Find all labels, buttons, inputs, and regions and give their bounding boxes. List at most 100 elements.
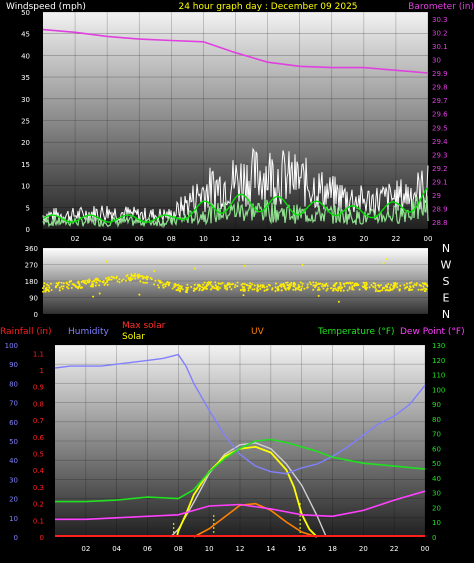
direction-tick-label: 180 bbox=[25, 278, 38, 286]
direction-point bbox=[399, 284, 402, 287]
direction-point bbox=[146, 278, 149, 281]
direction-point bbox=[105, 281, 108, 284]
direction-point bbox=[374, 282, 377, 285]
barometer-tick-label: 29.5 bbox=[432, 124, 448, 132]
weather-x-tick-label: 10 bbox=[205, 545, 214, 553]
direction-point bbox=[171, 287, 174, 290]
direction-point bbox=[185, 286, 188, 289]
temperature-tick-label: 40 bbox=[432, 475, 441, 483]
direction-point bbox=[415, 284, 418, 287]
barometer-tick-label: 29 bbox=[432, 192, 441, 200]
rain-tick-label: 0.7 bbox=[33, 417, 44, 425]
direction-point bbox=[221, 281, 224, 284]
direction-point bbox=[300, 289, 303, 292]
direction-point bbox=[247, 289, 250, 292]
direction-point bbox=[299, 281, 302, 284]
direction-point bbox=[314, 284, 317, 287]
direction-point bbox=[337, 287, 340, 290]
direction-point bbox=[280, 285, 283, 288]
compass-label: N bbox=[442, 242, 450, 255]
direction-point bbox=[88, 279, 91, 282]
direction-point bbox=[290, 281, 293, 284]
direction-point bbox=[70, 280, 73, 282]
direction-point bbox=[225, 288, 228, 291]
weather-x-tick-label: 06 bbox=[143, 545, 152, 553]
direction-point bbox=[198, 287, 201, 290]
direction-point bbox=[125, 279, 127, 282]
direction-point bbox=[242, 282, 244, 285]
direction-point bbox=[49, 282, 52, 285]
direction-point bbox=[180, 287, 183, 290]
legend-label: UV bbox=[251, 327, 265, 337]
direction-point bbox=[339, 282, 342, 284]
direction-point bbox=[146, 275, 148, 278]
direction-point bbox=[66, 282, 69, 285]
direction-point bbox=[226, 287, 229, 290]
temperature-tick-label: 110 bbox=[432, 372, 445, 380]
direction-point bbox=[266, 285, 268, 288]
barometer-line bbox=[42, 28, 429, 74]
direction-point bbox=[303, 287, 306, 290]
direction-point bbox=[268, 284, 271, 287]
direction-point bbox=[287, 288, 290, 291]
direction-point bbox=[133, 274, 136, 277]
weather-x-tick-label: 14 bbox=[266, 545, 275, 553]
direction-point bbox=[71, 283, 74, 286]
direction-point bbox=[322, 287, 325, 290]
direction-point bbox=[187, 286, 189, 289]
direction-point bbox=[348, 286, 351, 289]
direction-point bbox=[68, 280, 71, 283]
temperature-series bbox=[55, 438, 426, 503]
compass-label: W bbox=[441, 259, 452, 272]
direction-point bbox=[67, 284, 70, 286]
direction-point bbox=[82, 281, 85, 284]
direction-point bbox=[242, 288, 245, 291]
direction-point bbox=[95, 281, 98, 284]
rain-tick-label: 0.1 bbox=[33, 517, 44, 525]
direction-point bbox=[60, 285, 63, 288]
humidity-tick-label: 20 bbox=[9, 496, 18, 504]
direction-point bbox=[76, 286, 78, 289]
barometer-tick-label: 29.1 bbox=[432, 179, 448, 187]
humidity-tick-label: 0 bbox=[14, 534, 18, 542]
direction-point bbox=[206, 287, 208, 290]
direction-point bbox=[280, 283, 283, 286]
direction-point bbox=[103, 283, 106, 286]
barometer-tick-label: 29.4 bbox=[432, 138, 448, 146]
direction-point bbox=[140, 275, 142, 278]
direction-point bbox=[62, 282, 65, 285]
direction-point bbox=[317, 286, 320, 289]
direction-point bbox=[108, 276, 110, 279]
direction-point bbox=[333, 285, 336, 288]
direction-point bbox=[257, 285, 260, 288]
direction-point bbox=[91, 280, 94, 283]
direction-point bbox=[308, 281, 311, 284]
direction-point bbox=[318, 288, 321, 291]
wind-x-tick-label: 02 bbox=[71, 235, 80, 243]
direction-point bbox=[292, 282, 295, 285]
direction-point bbox=[330, 287, 333, 289]
direction-point bbox=[154, 279, 157, 282]
direction-tick-label: 90 bbox=[29, 295, 38, 303]
weather-x-tick-label: 18 bbox=[328, 545, 337, 553]
direction-point bbox=[196, 283, 199, 286]
direction-point bbox=[263, 286, 266, 289]
direction-point bbox=[125, 275, 128, 278]
direction-point bbox=[410, 281, 413, 284]
rain-tick-label: 0.2 bbox=[33, 501, 44, 509]
direction-point bbox=[368, 286, 371, 289]
direction-point bbox=[292, 288, 295, 291]
direction-point bbox=[253, 284, 256, 287]
direction-point bbox=[362, 281, 365, 284]
direction-point bbox=[128, 278, 131, 281]
direction-point bbox=[206, 284, 209, 287]
direction-point bbox=[217, 282, 220, 285]
direction-point bbox=[339, 283, 342, 286]
humidity-tick-label: 70 bbox=[9, 400, 18, 408]
direction-point bbox=[138, 293, 141, 296]
direction-point bbox=[332, 288, 335, 291]
direction-point bbox=[288, 286, 290, 289]
wind-x-tick-label: 14 bbox=[263, 235, 272, 243]
direction-point bbox=[43, 285, 45, 288]
direction-point bbox=[266, 288, 269, 291]
